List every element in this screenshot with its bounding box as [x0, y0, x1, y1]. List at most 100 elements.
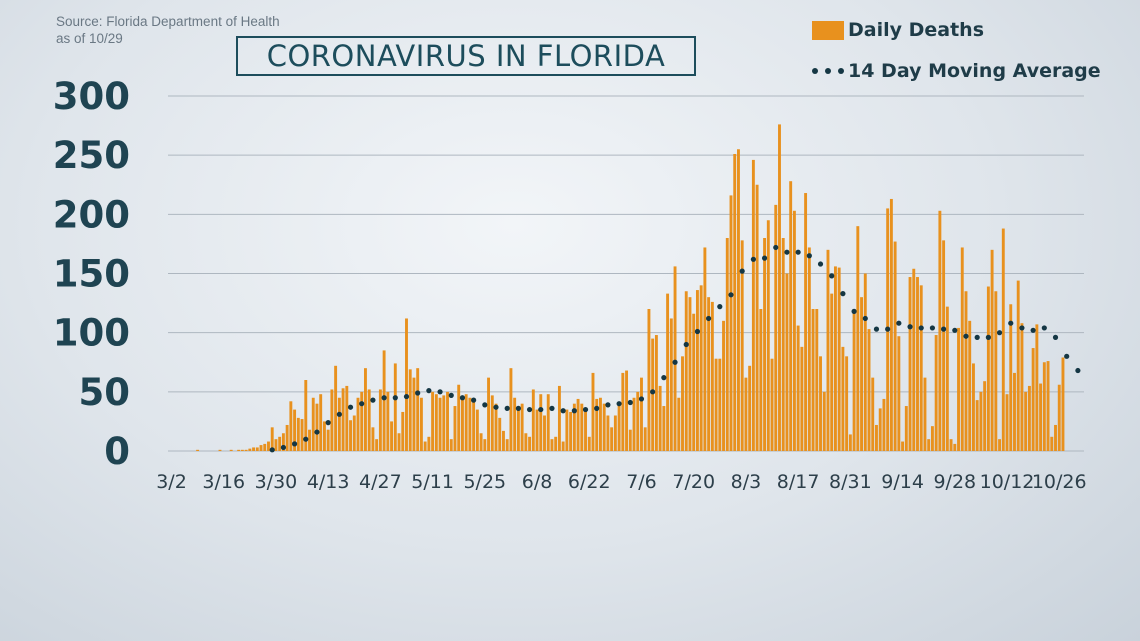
chart-title-text: CORONAVIRUS IN FLORIDA [266, 39, 666, 73]
x-tick-label: 4/27 [359, 471, 402, 493]
moving-average-dot [459, 395, 466, 401]
bar [337, 397, 341, 451]
bar [819, 356, 822, 451]
bar [658, 385, 662, 451]
bar [382, 350, 386, 451]
bar [255, 447, 259, 451]
moving-average-dot [829, 273, 835, 279]
source-line: Source: Florida Department of Health [56, 14, 280, 29]
bar [229, 449, 233, 451]
bar [1061, 357, 1065, 451]
bar [431, 391, 435, 451]
bar [848, 434, 852, 451]
bar [949, 439, 953, 451]
bar [457, 384, 461, 451]
bar [1057, 384, 1061, 451]
x-tick-label: 3/16 [202, 471, 245, 493]
bar [591, 372, 595, 451]
bar [315, 403, 319, 451]
moving-average-dot [907, 324, 913, 330]
bar [979, 391, 983, 451]
bar [662, 406, 666, 451]
moving-average-dot [437, 389, 443, 395]
bar [196, 449, 200, 451]
moving-average-dot [851, 308, 857, 314]
bar [792, 210, 796, 451]
bar [356, 397, 360, 451]
moving-average-dot [370, 397, 376, 403]
y-tick-label: 150 [53, 253, 130, 296]
moving-average-dot [1019, 325, 1025, 331]
moving-average-dot [661, 375, 667, 381]
moving-average-dot [347, 404, 354, 410]
bar [352, 415, 356, 451]
bar [1027, 385, 1031, 451]
y-tick-label: 200 [53, 193, 130, 236]
moving-average-dot [1064, 353, 1070, 359]
bar [535, 409, 539, 451]
moving-average-dot [594, 405, 600, 411]
bar [837, 267, 841, 451]
moving-average-dot [817, 261, 824, 267]
moving-average-dot [784, 249, 790, 255]
bar [490, 395, 494, 451]
bar [487, 377, 490, 451]
bar [401, 411, 405, 451]
bar [856, 226, 860, 451]
moving-average-dot [560, 408, 566, 414]
bar [364, 368, 367, 451]
moving-average-dot [605, 402, 611, 408]
bar [546, 394, 550, 451]
bar [852, 309, 856, 451]
moving-average-dot [493, 404, 499, 410]
x-axis-ticks: 3/2 3/16 3/30 4/13 4/27 5/11 5/25 6/8 6/22 7/6 7/2… [156, 471, 1086, 493]
y-tick-label: 250 [53, 134, 130, 177]
bar [628, 429, 632, 451]
bar [722, 320, 725, 451]
bar [927, 439, 931, 451]
moving-average-dot [426, 388, 432, 394]
x-tick-label: 7/6 [626, 471, 657, 493]
moving-average-dot [582, 406, 589, 413]
bar [1013, 372, 1016, 451]
bar [763, 238, 767, 451]
bar [528, 436, 532, 451]
x-tick-label: 6/8 [522, 471, 553, 493]
bar [986, 286, 990, 451]
moving-average-dot [627, 399, 633, 406]
bar [811, 309, 815, 451]
bar [640, 377, 643, 451]
moving-average-dot [952, 327, 958, 333]
bar [240, 449, 244, 451]
moving-average-dot [918, 325, 924, 331]
bar [446, 391, 449, 451]
bar [587, 436, 591, 451]
x-tick-label: 9/14 [881, 471, 924, 493]
x-tick-label: 5/25 [463, 471, 506, 493]
bar [438, 397, 442, 451]
moving-average-dot [325, 420, 331, 426]
bar [606, 415, 610, 451]
moving-average-dot [381, 395, 387, 401]
bar [274, 439, 278, 451]
bar [1024, 391, 1028, 451]
moving-average-dot [728, 292, 734, 298]
moving-average-dot [896, 320, 902, 326]
bar [520, 403, 524, 451]
moving-average-dot [650, 389, 656, 395]
moving-average-dot [538, 406, 544, 413]
legend-item-moving-average: 14 Day Moving Average [812, 59, 1101, 83]
bar [878, 408, 882, 451]
moving-average-dot [1030, 327, 1036, 333]
moving-average-dot [526, 406, 533, 413]
bar [341, 388, 345, 451]
bar [345, 385, 349, 451]
moving-average-dot [638, 396, 645, 402]
bar [281, 433, 285, 451]
bar [867, 329, 871, 451]
bar [397, 433, 401, 451]
bar [901, 441, 905, 451]
moving-average-dot [616, 401, 622, 407]
moving-average-dot [706, 315, 712, 322]
bar [916, 277, 919, 451]
